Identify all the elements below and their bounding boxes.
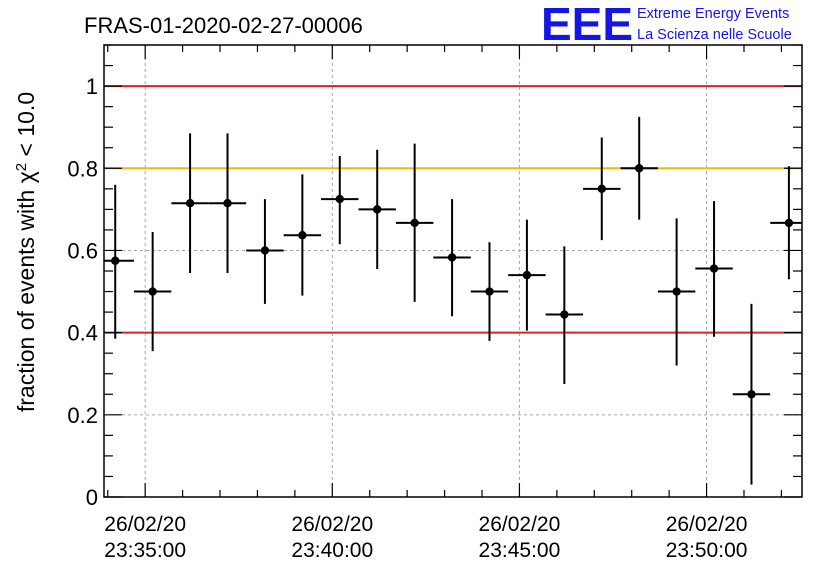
y-axis-title-symbol: χ [13,171,39,183]
data-marker [148,287,157,296]
data-point [433,199,471,317]
svg-text:fraction of events with χ2 < 1: fraction of events with χ2 < 10.0 [13,92,40,412]
y-axis-title: fraction of events with χ2 < 10.0 [13,92,40,412]
eee-logo-line1: Extreme Energy Events [637,6,789,22]
y-axis-title-suffix: < 10.0 [13,92,39,163]
plot-area: 0 0.2 0.4 0.6 0.8 1 26/02/20 23:35:00 26/02/20 23… [67,44,803,562]
data-marker [223,199,232,208]
data-point [395,143,434,302]
data-marker [560,310,569,319]
y-tick-label: 0.2 [67,403,98,428]
data-marker [709,264,719,273]
data-point [657,218,696,366]
chart-title: FRAS-01-2020-02-27-00006 [84,13,363,38]
data-marker [485,287,494,296]
y-tick-label: 0.6 [67,238,98,263]
data-marker [260,246,270,255]
x-tick-label-time: 23:35:00 [104,539,186,562]
x-tick-label-date: 26/02/20 [479,513,561,536]
data-marker [185,199,195,208]
x-tick-label-date: 26/02/20 [291,513,373,536]
eee-logo: EEE Extreme Energy Events La Scienza nel… [541,0,792,50]
data-marker [335,194,344,204]
data-point [732,303,771,485]
y-axis-title-sup: 2 [13,163,30,171]
eee-logo-mark: EEE [541,0,633,50]
data-point [770,166,802,280]
data-marker [747,390,756,399]
x-tick-label-time: 23:45:00 [479,539,561,562]
data-marker [447,253,457,262]
data-marker [522,270,532,280]
x-tick-label-date: 26/02/20 [104,513,186,536]
eee-logo-line2: La Scienza nelle Scuole [637,27,792,43]
data-point [545,246,584,384]
data-point [358,149,396,269]
y-tick-label: 0 [86,485,98,510]
data-marker [597,184,606,194]
data-marker [634,164,644,173]
data-marker [784,218,794,228]
data-point [470,242,509,341]
y-tick-label: 0.8 [67,156,98,181]
data-point [695,201,733,337]
x-tick-label-time: 23:40:00 [291,539,373,562]
data-point [208,133,247,274]
data-marker [672,287,681,296]
data-marker [373,205,382,214]
y-tick-label: 1 [86,74,98,99]
x-tick-label-time: 23:50:00 [666,539,748,562]
data-point [508,219,546,331]
y-tick-label: 0.4 [67,321,98,346]
data-point [133,231,172,352]
data-point [246,199,284,304]
data-marker [410,218,419,228]
data-marker [111,256,120,265]
data-point [583,137,621,241]
data-point [321,155,359,245]
data-point [104,184,134,339]
data-point [620,116,658,220]
data-marker [298,231,307,240]
y-axis-title-prefix: fraction of events with [13,183,39,412]
data-point [171,133,209,274]
x-tick-label-date: 26/02/20 [666,513,748,536]
data-point [283,174,322,296]
